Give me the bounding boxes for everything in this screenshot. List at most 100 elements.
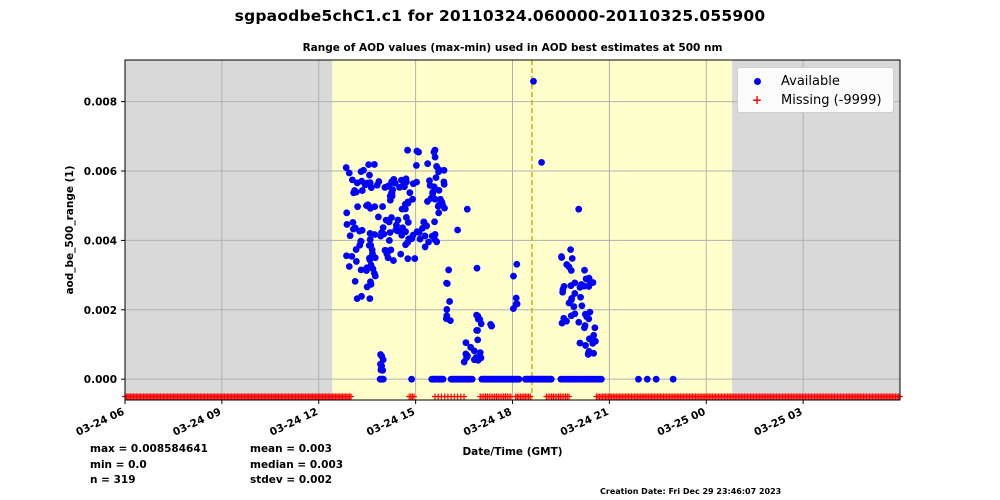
data-point bbox=[399, 182, 407, 190]
data-point bbox=[371, 272, 379, 280]
data-point bbox=[412, 162, 420, 169]
data-point bbox=[468, 375, 476, 383]
data-point bbox=[363, 283, 371, 291]
missing-point bbox=[461, 393, 468, 400]
data-point bbox=[388, 214, 395, 221]
data-point bbox=[446, 298, 453, 305]
data-point bbox=[432, 174, 440, 182]
data-point bbox=[420, 218, 428, 226]
chart-legend: Available + Missing (-9999) bbox=[737, 67, 894, 113]
data-point bbox=[464, 352, 471, 360]
data-point bbox=[488, 322, 495, 330]
data-point bbox=[378, 362, 386, 370]
data-point bbox=[431, 195, 439, 203]
data-point bbox=[377, 351, 384, 358]
data-point bbox=[440, 180, 448, 188]
data-point bbox=[363, 179, 371, 187]
data-point bbox=[431, 153, 439, 161]
stat-stdev: stdev = 0.002 bbox=[250, 474, 333, 486]
data-point bbox=[371, 161, 378, 168]
data-point bbox=[374, 213, 382, 221]
data-point bbox=[379, 224, 387, 232]
data-point bbox=[509, 305, 517, 313]
data-point bbox=[513, 300, 521, 308]
data-point bbox=[474, 356, 482, 364]
data-point bbox=[399, 224, 406, 232]
data-point bbox=[635, 375, 642, 383]
data-point bbox=[404, 255, 412, 263]
data-point bbox=[357, 266, 365, 274]
data-point bbox=[590, 331, 598, 339]
x-tick-label: 03-24 15 bbox=[365, 406, 417, 439]
data-point bbox=[512, 294, 520, 302]
data-point bbox=[366, 229, 374, 237]
data-point bbox=[371, 254, 379, 262]
data-point bbox=[404, 239, 412, 246]
data-point bbox=[582, 342, 589, 349]
data-point bbox=[581, 266, 588, 274]
data-point bbox=[431, 146, 439, 154]
data-point bbox=[366, 295, 374, 303]
stat-count: n = 319 bbox=[90, 474, 136, 486]
x-tick-label: 03-24 21 bbox=[559, 406, 611, 439]
data-point bbox=[348, 176, 356, 184]
data-point bbox=[425, 238, 432, 246]
data-point bbox=[348, 252, 356, 260]
data-point bbox=[429, 188, 437, 196]
data-point bbox=[389, 186, 397, 194]
data-point bbox=[416, 235, 424, 243]
missing-points bbox=[122, 393, 903, 400]
data-point bbox=[351, 224, 359, 232]
data-point bbox=[473, 264, 481, 272]
data-point bbox=[669, 375, 677, 383]
data-point bbox=[363, 267, 370, 274]
data-point bbox=[435, 186, 443, 194]
stats-left: max = 0.008584641 min = 0.0 n = 319 bbox=[90, 442, 208, 489]
data-point bbox=[585, 349, 592, 357]
data-point bbox=[435, 168, 442, 176]
x-tick-label: 03-25 00 bbox=[655, 406, 707, 439]
data-point bbox=[421, 232, 429, 240]
data-point bbox=[397, 250, 405, 258]
data-point bbox=[454, 226, 462, 234]
y-tick-label: 0.008 bbox=[84, 97, 117, 109]
data-point bbox=[575, 318, 583, 326]
stat-min: min = 0.0 bbox=[90, 458, 147, 471]
x-tick-label: 03-24 09 bbox=[171, 406, 223, 439]
data-point bbox=[431, 218, 438, 226]
data-point bbox=[365, 203, 373, 211]
stat-median: median = 0.003 bbox=[250, 458, 344, 471]
data-point bbox=[421, 243, 429, 251]
data-point bbox=[346, 232, 354, 240]
data-point bbox=[567, 312, 575, 320]
data-point bbox=[510, 272, 517, 280]
legend-item-missing: + Missing (-9999) bbox=[746, 91, 882, 109]
data-point bbox=[384, 254, 392, 262]
data-point bbox=[440, 166, 448, 174]
legend-label-missing: Missing (-9999) bbox=[781, 92, 882, 108]
data-point bbox=[585, 315, 593, 323]
data-point bbox=[580, 324, 588, 332]
data-point bbox=[349, 219, 357, 226]
data-point bbox=[476, 316, 484, 323]
data-point bbox=[515, 375, 523, 383]
data-point bbox=[470, 347, 478, 355]
data-point bbox=[570, 303, 578, 310]
data-point bbox=[558, 254, 566, 261]
missing-point bbox=[348, 393, 355, 400]
data-point bbox=[367, 261, 375, 269]
data-point bbox=[586, 278, 594, 286]
data-point bbox=[597, 375, 605, 383]
data-point bbox=[571, 279, 579, 287]
data-point bbox=[591, 324, 599, 332]
data-point bbox=[415, 229, 423, 236]
data-point bbox=[366, 256, 374, 264]
data-point bbox=[445, 266, 453, 274]
dot-marker-icon bbox=[746, 72, 768, 90]
data-point bbox=[357, 237, 365, 245]
data-point bbox=[559, 288, 567, 296]
y-tick-label: 0.004 bbox=[84, 235, 117, 247]
data-point bbox=[575, 205, 583, 213]
stat-max: max = 0.008584641 bbox=[90, 443, 208, 455]
data-point bbox=[568, 255, 576, 262]
